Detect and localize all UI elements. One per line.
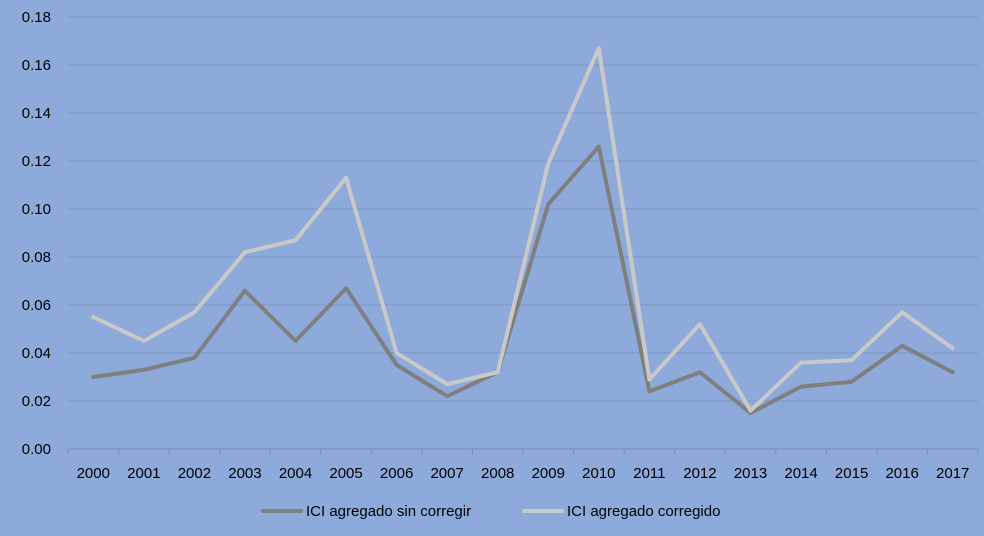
- legend-label: ICI agregado corregido: [567, 503, 720, 520]
- x-axis-tick-labels: 2000 2001 2002 2003 2004 2005 2006 2007 2008 2009…: [77, 465, 970, 482]
- x-tick-label: 2015: [835, 465, 868, 482]
- x-tick-label: 2016: [885, 465, 918, 482]
- x-tick-label: 2012: [683, 465, 716, 482]
- series-line-corregido: [91, 46, 955, 413]
- x-tick-label: 2008: [481, 465, 514, 482]
- y-tick-label: 0.14: [22, 105, 51, 122]
- x-tick-label: 2009: [532, 465, 565, 482]
- x-tick-label: 2003: [228, 465, 261, 482]
- x-tick-label: 2007: [430, 465, 463, 482]
- x-tick-label: 2005: [329, 465, 362, 482]
- y-tick-label: 0.00: [22, 441, 51, 458]
- legend-label: ICI agregado sin corregir: [306, 503, 471, 520]
- y-tick-label: 0.02: [22, 393, 51, 410]
- y-tick-label: 0.06: [22, 297, 51, 314]
- y-axis-tick-labels: 0.00 0.02 0.04 0.06 0.08 0.10 0.12 0.14 0.16 0.18: [22, 9, 51, 458]
- y-tick-label: 0.12: [22, 153, 51, 170]
- x-tick-label: 2017: [936, 465, 969, 482]
- y-tick-label: 0.18: [22, 9, 51, 26]
- x-tick-label: 2002: [178, 465, 211, 482]
- x-tick-label: 2006: [380, 465, 413, 482]
- y-tick-label: 0.16: [22, 57, 51, 74]
- y-tick-label: 0.04: [22, 345, 51, 362]
- x-tick-label: 2000: [77, 465, 110, 482]
- gridlines: [67, 16, 979, 454]
- y-tick-label: 0.10: [22, 201, 51, 218]
- x-tick-label: 2001: [127, 465, 160, 482]
- x-tick-label: 2014: [784, 465, 817, 482]
- x-tick-label: 2013: [734, 465, 767, 482]
- legend: ICI agregado sin corregir ICI agregado co…: [261, 503, 720, 520]
- y-tick-label: 0.08: [22, 249, 51, 266]
- x-tick-label: 2010: [582, 465, 615, 482]
- series-lines: [91, 46, 955, 415]
- x-tick-label: 2011: [633, 465, 665, 482]
- series-line-sin-corregir: [91, 144, 955, 415]
- x-tick-label: 2004: [279, 465, 312, 482]
